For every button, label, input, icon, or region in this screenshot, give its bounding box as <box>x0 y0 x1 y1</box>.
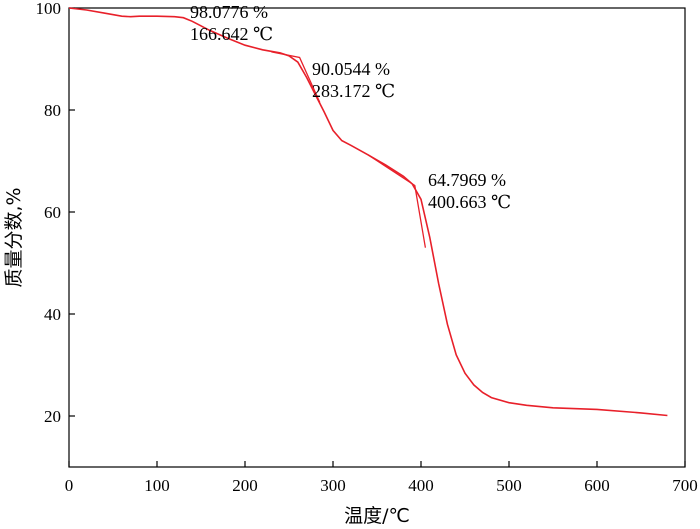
y-tick-label: 100 <box>36 0 62 18</box>
x-tick-label: 200 <box>232 476 258 495</box>
y-tick-label: 40 <box>44 305 61 324</box>
plot-frame <box>68 7 686 468</box>
series-line <box>68 7 668 417</box>
annotation-3-mass: 64.7969 % <box>428 170 506 190</box>
annotation-2-temp: 283.172 ℃ <box>312 81 395 101</box>
x-tick-label: 400 <box>408 476 434 495</box>
tangent-line <box>367 154 427 248</box>
annotation-2-mass: 90.0544 % <box>312 59 390 79</box>
y-tick-label: 20 <box>44 407 61 426</box>
x-tick-label: 700 <box>672 476 698 495</box>
x-tick-label: 500 <box>496 476 522 495</box>
annotation-1-temp: 166.642 ℃ <box>190 24 273 44</box>
y-tick-label: 80 <box>44 101 61 120</box>
x-tick-label: 300 <box>320 476 346 495</box>
axes: 0 100 200 300 400 500 600 700 20 40 60 80 100 <box>36 0 698 495</box>
x-tick-label: 600 <box>584 476 610 495</box>
annotation-1-mass: 98.0776 % <box>190 2 268 22</box>
annotations: 98.0776 % 166.642 ℃ 90.0544 % 283.172 ℃ … <box>190 2 511 212</box>
x-axis-title: 温度/℃ <box>344 505 410 527</box>
y-tick-label: 60 <box>44 203 61 222</box>
annotation-3-temp: 400.663 ℃ <box>428 192 511 212</box>
x-tick-label: 100 <box>144 476 170 495</box>
y-axis-title: 质量分数,% <box>3 187 25 287</box>
x-tick-label: 0 <box>65 476 74 495</box>
